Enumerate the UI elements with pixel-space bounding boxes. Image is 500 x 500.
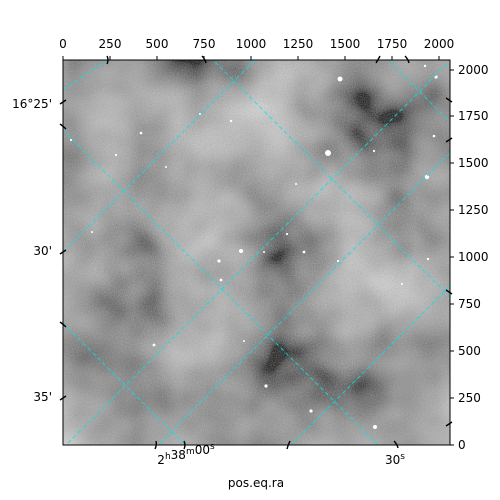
right-tick-label: 1750 — [458, 109, 489, 123]
top-tick-label: 750 — [193, 37, 216, 51]
top-tick-label: 500 — [146, 37, 169, 51]
x-axis-label: pos.eq.ra — [228, 476, 284, 490]
right-tick-label: 250 — [458, 391, 481, 405]
bottom-ra-axis: 2h38m00s 30s pos.eq.ra — [157, 442, 405, 490]
top-tick-label: 1500 — [330, 37, 361, 51]
right-pixel-axis: 0 250 500 750 1000 1250 1500 1750 2000 — [450, 63, 489, 452]
top-tick-label: 250 — [99, 37, 122, 51]
top-tick-label: 1250 — [283, 37, 314, 51]
left-dec-axis: 16°25' 30' 35' — [12, 97, 52, 404]
ra-label: 30s — [385, 452, 405, 467]
right-tick-label: 0 — [458, 438, 466, 452]
ra-label: 2h38m00s — [157, 442, 215, 467]
dec-label: 30' — [33, 244, 52, 258]
sky-image — [63, 60, 450, 445]
right-tick-label: 750 — [458, 297, 481, 311]
top-tick-label: 1750 — [377, 37, 408, 51]
dec-label: 35' — [33, 390, 52, 404]
wcs-ticks — [59, 55, 453, 450]
right-tick-label: 500 — [458, 344, 481, 358]
stars — [69, 64, 438, 429]
top-pixel-axis: 0 250 500 750 1000 1250 1500 1750 2000 — [59, 37, 454, 60]
top-tick-label: 0 — [59, 37, 67, 51]
right-tick-label: 1250 — [458, 203, 489, 217]
right-tick-label: 1500 — [458, 156, 489, 170]
top-tick-label: 1000 — [236, 37, 267, 51]
coordinate-grid — [63, 60, 450, 445]
right-tick-label: 1000 — [458, 250, 489, 264]
dec-label: 16°25' — [12, 97, 52, 111]
top-tick-label: 2000 — [424, 37, 455, 51]
right-tick-label: 2000 — [458, 63, 489, 77]
